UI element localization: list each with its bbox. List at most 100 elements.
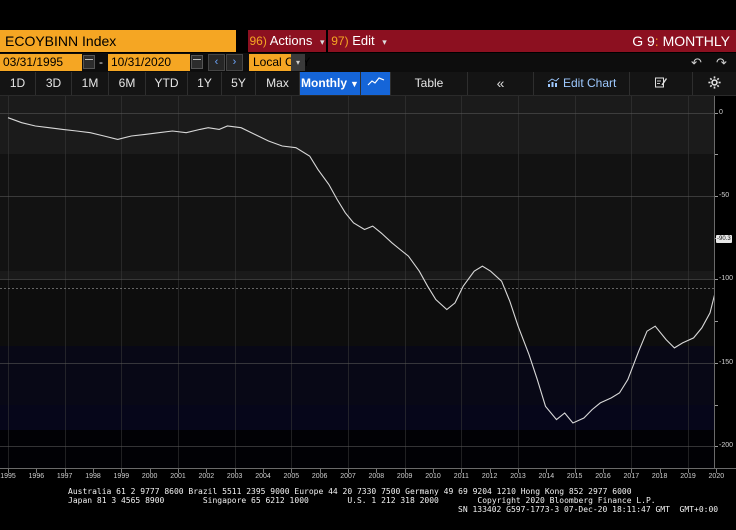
y-axis-tick bbox=[715, 446, 718, 448]
end-date-input[interactable]: 10/31/2020 bbox=[108, 54, 190, 71]
x-axis-label: 1997 bbox=[56, 473, 73, 480]
last-price-marker-line bbox=[0, 287, 714, 289]
chart-background-band bbox=[0, 279, 714, 347]
start-date-input[interactable]: 03/31/1995 bbox=[0, 54, 82, 71]
range-button-ytd[interactable]: YTD bbox=[146, 72, 188, 95]
footer-line-1: Australia 61 2 9777 8600 Brazil 5511 239… bbox=[68, 487, 632, 496]
x-axis-label: 2013 bbox=[510, 473, 526, 480]
chart-gridline-vertical bbox=[631, 96, 633, 468]
chart-gridline-vertical bbox=[64, 96, 66, 468]
x-axis-tick bbox=[8, 469, 9, 473]
chart-gridline-horizontal bbox=[0, 112, 714, 114]
annotate-icon[interactable] bbox=[630, 72, 693, 95]
gear-icon[interactable] bbox=[693, 72, 736, 95]
x-axis-label: 2015 bbox=[566, 473, 583, 480]
edit-label: Edit bbox=[352, 33, 375, 48]
edit-button[interactable]: 97) Edit ▾ bbox=[328, 30, 390, 52]
x-axis-tick bbox=[234, 469, 236, 473]
x-axis-tick bbox=[319, 469, 321, 473]
range-button-1d[interactable]: 1D bbox=[0, 72, 36, 95]
x-axis-label: 2002 bbox=[198, 473, 215, 480]
y-axis-tick bbox=[715, 279, 718, 281]
x-axis-label: 2016 bbox=[595, 473, 611, 480]
chart-gridline-vertical bbox=[404, 96, 406, 468]
x-axis-label: 2012 bbox=[481, 473, 498, 480]
chart-gridline-vertical bbox=[8, 96, 9, 468]
x-axis-tick bbox=[206, 469, 208, 473]
chart-container[interactable]: ECOYBINN Index - Last Price -1.9 0 -50 -10… bbox=[0, 96, 736, 468]
chart-gridline-horizontal bbox=[0, 279, 714, 281]
chart-background-band bbox=[0, 404, 714, 430]
chart-gridline-vertical bbox=[178, 96, 179, 468]
range-button-3d[interactable]: 3D bbox=[36, 72, 72, 95]
edit-chart-button[interactable]: Edit Chart bbox=[534, 72, 630, 95]
chart-gridline-vertical bbox=[121, 96, 123, 468]
x-axis-label: 2006 bbox=[311, 473, 328, 480]
actions-number: 96) bbox=[249, 34, 267, 48]
range-button-max[interactable]: Max bbox=[256, 72, 300, 95]
x-axis-tick bbox=[376, 469, 378, 473]
chart-gridline-horizontal bbox=[0, 446, 714, 448]
chevron-down-icon-currency[interactable]: ▾ bbox=[291, 54, 305, 71]
chart-background-band bbox=[0, 154, 714, 272]
y-axis-tick bbox=[715, 362, 718, 364]
x-axis-label: 2007 bbox=[340, 473, 356, 480]
x-axis-tick bbox=[688, 469, 689, 473]
x-axis-label: 2011 bbox=[453, 473, 469, 480]
chart-background-band bbox=[0, 271, 714, 280]
collapse-button[interactable]: « bbox=[468, 72, 534, 95]
actions-button[interactable]: 96) Actions ▾ bbox=[248, 30, 326, 52]
line-chart-icon[interactable] bbox=[361, 72, 391, 95]
range-button-6m[interactable]: 6M bbox=[109, 72, 146, 95]
chart-gridline-vertical bbox=[234, 96, 236, 468]
range-button-1y[interactable]: 1Y bbox=[188, 72, 222, 95]
y-axis: 0 -50 -100 -150 -200 -90.3 bbox=[714, 96, 736, 468]
period-label: Monthly bbox=[301, 76, 348, 90]
chart-edit-icon bbox=[547, 76, 563, 90]
screen-title-right: MONTHLY bbox=[662, 33, 730, 49]
chart-plot-area[interactable]: ECOYBINN Index - Last Price -1.9 bbox=[0, 96, 714, 468]
currency-selector[interactable]: Local CCY bbox=[249, 54, 310, 71]
redo-button[interactable]: ↷ bbox=[716, 55, 727, 70]
footer-line-3: SN 133402 G597-1773-3 07-Dec-20 18:11:47… bbox=[458, 505, 719, 514]
x-axis-tick bbox=[291, 469, 293, 473]
chevron-down-icon: ▾ bbox=[319, 37, 325, 47]
x-axis-tick bbox=[121, 469, 123, 473]
chevron-down-icon-period: ▼ bbox=[350, 79, 359, 89]
x-axis: 1995 1996 1997 1998 1999 2000 2001 2002 2003 2004… bbox=[0, 468, 736, 485]
x-axis-label: 1999 bbox=[113, 473, 130, 480]
x-axis-tick bbox=[461, 469, 463, 473]
table-button[interactable]: Table bbox=[391, 72, 468, 95]
y-axis-minor-tick bbox=[715, 404, 718, 406]
undo-button[interactable]: ↶ bbox=[691, 55, 702, 70]
x-axis-tick bbox=[716, 469, 718, 473]
edit-chart-label: Edit Chart bbox=[562, 76, 617, 90]
header-fill bbox=[390, 30, 736, 52]
range-button-1m[interactable]: 1M bbox=[72, 72, 109, 95]
prev-period-button[interactable]: ‹ bbox=[208, 54, 225, 71]
y-axis-label: -100 bbox=[719, 275, 734, 283]
x-axis-tick bbox=[404, 469, 406, 473]
x-axis-label: 2008 bbox=[368, 473, 385, 480]
y-axis-minor-tick bbox=[715, 321, 718, 323]
y-axis-label: -50 bbox=[719, 192, 730, 200]
x-axis-tick bbox=[36, 469, 38, 473]
range-button-5y[interactable]: 5Y bbox=[222, 72, 256, 95]
chart-series-line bbox=[7, 117, 714, 424]
period-selector[interactable]: Monthly ▼ bbox=[300, 72, 361, 95]
chart-gridline-horizontal bbox=[0, 196, 714, 198]
date-range-dash: - bbox=[99, 55, 103, 69]
chart-background-band bbox=[0, 429, 714, 468]
calendar-icon-start[interactable] bbox=[83, 55, 95, 69]
ticker-input[interactable]: ECOYBINN Index bbox=[0, 30, 228, 52]
y-axis-tick bbox=[715, 112, 718, 114]
calendar-icon-end[interactable] bbox=[191, 55, 203, 69]
x-axis-label: 2020 bbox=[708, 473, 725, 480]
actions-label: Actions bbox=[269, 33, 313, 48]
next-period-button[interactable]: › bbox=[226, 54, 243, 71]
x-axis-tick bbox=[178, 469, 179, 473]
x-axis-label: 2009 bbox=[396, 473, 413, 480]
chevron-down-icon-edit: ▾ bbox=[382, 37, 387, 47]
screen-title-left: G 9 bbox=[632, 33, 655, 49]
